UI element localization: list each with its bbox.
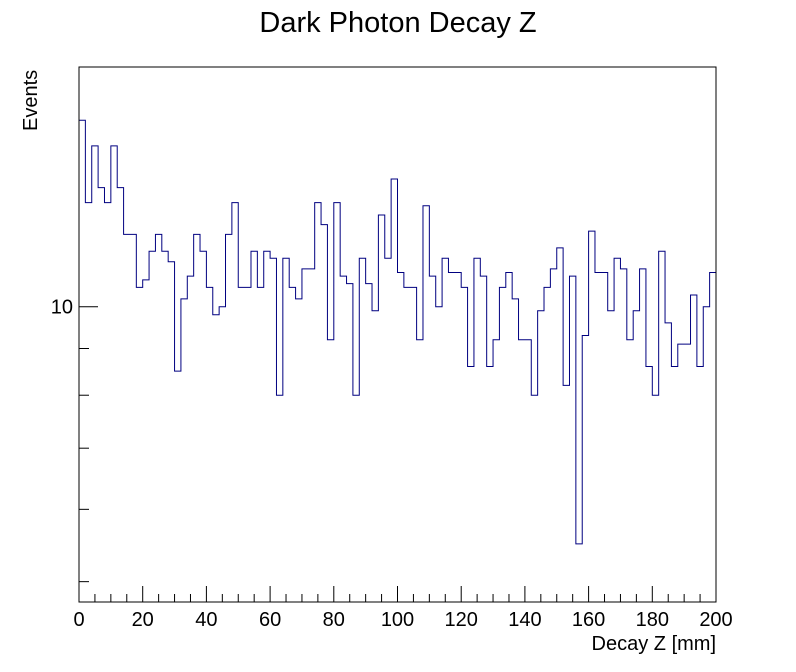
x-axis-ticks: 0 20 40 60 80 100 120 140 160 180 200 [73,586,733,631]
x-axis-label: Decay Z [mm] [592,633,716,655]
x-tick-label: 40 [195,609,217,631]
x-tick-label: 140 [508,609,541,631]
y-axis-ticks: 10 [51,297,98,583]
y-axis-label: Events [20,70,42,131]
y-tick-label: 10 [51,297,73,319]
x-tick-label: 0 [73,609,84,631]
x-tick-label: 100 [381,609,414,631]
x-tick-label: 180 [636,609,669,631]
histogram-series-line [79,119,716,545]
x-tick-label: 120 [445,609,478,631]
x-tick-label: 20 [132,609,154,631]
x-tick-label: 160 [572,609,605,631]
histogram-line [79,119,716,545]
x-tick-label: 80 [323,609,345,631]
x-tick-label: 200 [699,609,732,631]
chart-title: Dark Photon Decay Z [259,7,536,39]
x-tick-label: 60 [259,609,281,631]
